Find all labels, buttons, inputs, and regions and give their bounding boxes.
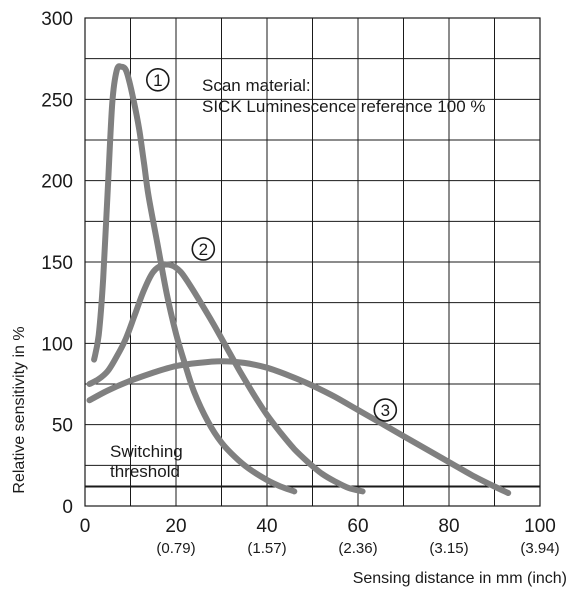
series-marker-1: 1 <box>153 71 162 90</box>
series-marker-3: 3 <box>381 401 390 420</box>
series-marker-circle-1 <box>146 68 170 92</box>
series-marker-2: 2 <box>199 240 208 259</box>
x-axis-label: Sensing distance in mm (inch) <box>353 570 567 587</box>
x-tick-sublabel: (2.36) <box>338 540 377 557</box>
annotation: Scan material: SICK Luminescence referenc… <box>202 76 486 116</box>
series-marker-circle-3 <box>373 398 398 422</box>
y-tick-label: 250 <box>41 90 73 111</box>
threshold-label-line: Switching <box>110 442 183 461</box>
y-axis-label: Relative sensitivity in % <box>11 326 28 493</box>
tick-labels: 0 50 100 150 200 250 300 0 20 (0.79) 40 (1.57) 60 (2.… <box>41 9 559 557</box>
plot-border <box>84 17 541 507</box>
annotation-line: Scan material: <box>202 76 311 95</box>
x-tick-label: 20 <box>165 516 186 537</box>
grid <box>85 18 540 506</box>
y-tick-label: 150 <box>41 253 73 274</box>
y-tick-label: 200 <box>41 172 73 193</box>
series-marker-circle-2 <box>191 237 216 261</box>
series-line-3 <box>86 358 512 496</box>
y-tick-label: 50 <box>52 416 73 437</box>
y-tick-label: 0 <box>62 497 73 518</box>
y-tick-label: 100 <box>41 334 73 355</box>
series-line-1 <box>91 63 298 495</box>
threshold-label-line: threshold <box>110 462 180 481</box>
x-tick-label: 100 <box>524 516 556 537</box>
series-markers: 1 2 3 <box>146 68 398 422</box>
series-line-2 <box>86 261 366 495</box>
x-tick-label: 60 <box>347 516 368 537</box>
series-group <box>86 63 512 496</box>
x-tick-label: 80 <box>438 516 459 537</box>
x-tick-label: 40 <box>256 516 277 537</box>
x-tick-sublabel: (3.94) <box>520 540 559 557</box>
x-tick-label: 0 <box>80 516 91 537</box>
y-tick-label: 300 <box>41 9 73 30</box>
annotation-line: SICK Luminescence reference 100 % <box>202 97 486 116</box>
x-tick-sublabel: (1.57) <box>247 540 286 557</box>
plot-frame <box>84 17 541 507</box>
x-tick-sublabel: (3.15) <box>429 540 468 557</box>
x-tick-sublabel: (0.79) <box>156 540 195 557</box>
